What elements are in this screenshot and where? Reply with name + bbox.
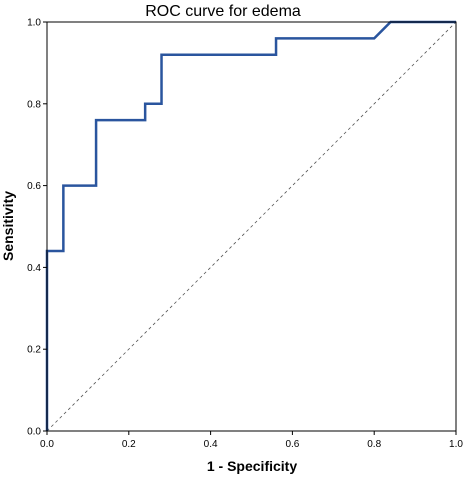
chart-title: ROC curve for edema bbox=[145, 3, 301, 20]
y-tick-label: 0.6 bbox=[27, 181, 41, 192]
y-tick-label: 0.0 bbox=[27, 427, 41, 438]
x-tick-label: 0.8 bbox=[367, 439, 381, 450]
y-tick-label: 1.0 bbox=[27, 18, 41, 29]
x-tick-label: 0.6 bbox=[285, 439, 299, 450]
y-tick-label: 0.4 bbox=[27, 263, 41, 274]
plot-frame bbox=[46, 21, 457, 432]
y-tick-label: 0.8 bbox=[27, 99, 41, 110]
x-tick-label: 0.4 bbox=[204, 439, 218, 450]
y-axis-label: Sensitivity bbox=[0, 191, 16, 261]
x-axis-label: 1 - Specificity bbox=[207, 458, 297, 474]
x-axis-ticks: 0.0 0.2 0.4 0.6 0.8 1.0 bbox=[40, 431, 463, 450]
roc-curve-line bbox=[45, 20, 456, 431]
y-tick-label: 0.2 bbox=[27, 345, 41, 356]
x-tick-label: 1.0 bbox=[449, 439, 463, 450]
reference-diagonal-line bbox=[46, 21, 457, 432]
x-tick-label: 0.2 bbox=[122, 439, 136, 450]
x-tick-label: 0.0 bbox=[40, 439, 54, 450]
y-axis-ticks: 0.0 0.2 0.4 0.6 0.8 1.0 bbox=[27, 18, 47, 438]
